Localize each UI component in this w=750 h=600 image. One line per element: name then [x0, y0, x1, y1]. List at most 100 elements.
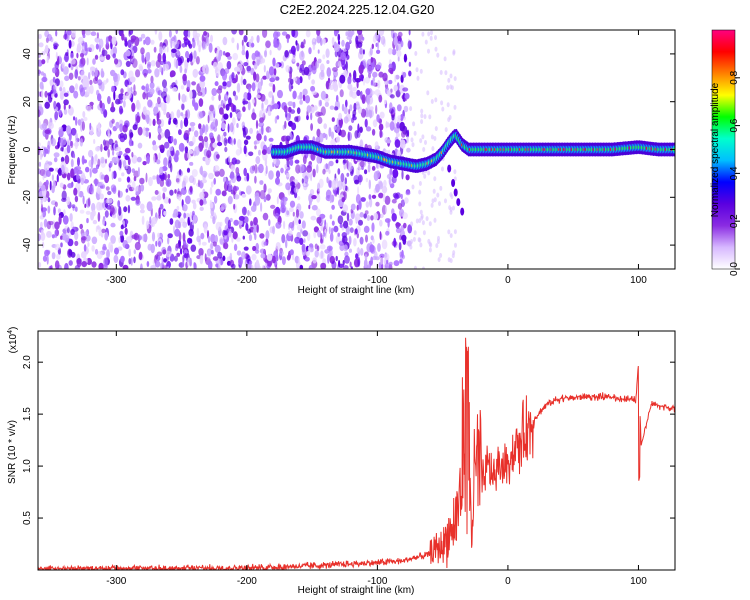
- spectrogram-cell: [128, 30, 134, 35]
- spectrogram-cell: [180, 112, 184, 117]
- spectrogram-cell: [117, 177, 122, 182]
- spectrogram-cell: [304, 95, 311, 104]
- spectrogram-cell: [124, 155, 130, 161]
- spectrogram-cell: [167, 236, 170, 245]
- spectrogram-cell: [304, 175, 309, 184]
- spectrogram-cell: [357, 186, 360, 195]
- spectrogram-cell: [273, 157, 277, 165]
- spectrogram-cell: [188, 53, 193, 62]
- spectrogram-cell: [355, 253, 359, 260]
- spectrogram-cell: [158, 144, 165, 149]
- spectrogram-cell: [104, 231, 109, 241]
- spectrogram-cell: [388, 176, 391, 186]
- snr-x-label: Height of straight line (km): [298, 585, 415, 596]
- spectrogram-y-tick-label: 20: [22, 96, 33, 108]
- spectrogram-cell: [281, 256, 286, 266]
- colorbar-tick-label: 0.2: [729, 214, 740, 228]
- spectrogram-cell: [63, 108, 68, 115]
- spectrogram-cell: [243, 35, 248, 43]
- spectrogram-cell: [232, 117, 236, 126]
- spectrogram-cell: [160, 102, 166, 111]
- spectrogram-cell: [283, 105, 288, 113]
- spectrogram-cell: [368, 194, 372, 200]
- spectrogram-cell: [56, 253, 61, 260]
- spectrogram-cell: [342, 182, 346, 191]
- spectrogram-cell: [335, 255, 338, 262]
- spectrogram-cell: [422, 230, 426, 236]
- spectrogram-cell: [410, 221, 414, 227]
- spectrogram-cell: [365, 234, 368, 243]
- spectrogram-cell: [125, 60, 131, 67]
- spectrogram-cell: [178, 243, 182, 249]
- spectrogram-cell: [96, 186, 100, 194]
- snr-scale-note: (x104): [7, 327, 19, 354]
- spectrogram-cell: [243, 145, 247, 155]
- spectrogram-cell: [134, 36, 140, 47]
- spectrogram-x-tick-label: 100: [630, 275, 647, 286]
- spectrogram-cell: [241, 193, 247, 198]
- spectrogram-cell: [185, 110, 188, 119]
- spectrogram-cell: [197, 91, 203, 97]
- spectrogram-cell: [145, 220, 150, 230]
- spectrogram-cell: [132, 124, 138, 131]
- spectrogram-cell: [390, 88, 393, 93]
- spectrogram-cell: [105, 36, 109, 46]
- spectrogram-cell: [164, 171, 168, 181]
- spectrogram-cell: [78, 190, 84, 198]
- spectrogram-cell: [235, 149, 241, 156]
- spectrogram-cell: [256, 265, 262, 269]
- spectrogram-cell: [113, 90, 116, 101]
- spectrogram-cell: [276, 115, 280, 120]
- spectrogram-cell: [384, 195, 391, 205]
- spectrogram-cell: [106, 78, 109, 83]
- spectrogram-cell: [99, 100, 103, 109]
- spectrogram-cell: [347, 83, 353, 90]
- spectrogram-cell: [312, 168, 316, 178]
- spectrogram-cell: [192, 202, 197, 210]
- spectrogram-cell: [376, 171, 381, 179]
- spectrogram-cell: [157, 133, 162, 141]
- spectrogram-cell: [57, 109, 63, 116]
- spectrogram-cell: [128, 258, 132, 265]
- spectrogram-cell: [179, 65, 183, 74]
- spectrogram-cell: [433, 136, 437, 141]
- spectrogram-cell: [173, 255, 178, 262]
- spectrogram-cell: [232, 52, 239, 61]
- spectrogram-cell: [317, 116, 323, 124]
- spectrogram-cell: [89, 79, 93, 86]
- spectrogram-cell: [407, 40, 412, 50]
- spectrogram-cell: [348, 218, 353, 226]
- spectrogram-cell: [70, 251, 76, 258]
- spectrogram-cell: [46, 144, 50, 155]
- spectrogram-cell: [99, 56, 106, 61]
- spectrogram-x-tick-label: -100: [367, 275, 387, 286]
- spectrogram-cell: [70, 158, 74, 168]
- spectrogram-cell: [219, 107, 224, 115]
- spectrogram-cell: [449, 258, 453, 264]
- spectrogram-cell: [116, 73, 120, 82]
- spectrogram-cell: [210, 249, 214, 255]
- spectrogram-cell: [314, 250, 319, 258]
- spectrogram-cell: [329, 84, 334, 91]
- spectrogram-cell: [251, 82, 256, 92]
- snr-y-axis: 0.5 1.0 1.5 2.0: [22, 355, 675, 525]
- spectrogram-cell: [393, 260, 400, 267]
- spectrogram-cell: [74, 69, 78, 79]
- spectrogram-cell: [249, 198, 252, 206]
- spectrogram-cell: [303, 66, 310, 76]
- spectrogram-cell: [53, 82, 58, 92]
- spectrogram-cell: [221, 202, 227, 210]
- spectrogram-cell: [285, 65, 291, 73]
- spectrogram-cell: [100, 68, 104, 78]
- spectrogram-cell: [314, 243, 318, 250]
- spectrogram-cell: [360, 108, 367, 118]
- spectrogram-cell: [253, 71, 257, 81]
- spectrogram-cell: [61, 190, 67, 201]
- spectrogram-cell: [78, 63, 84, 68]
- snr-y-tick-label: 1.0: [22, 459, 33, 473]
- spectrogram-cell: [221, 71, 228, 81]
- spectrogram-cell: [211, 95, 215, 101]
- spectrogram-cell: [51, 174, 55, 181]
- spectrogram-cell: [319, 132, 324, 143]
- spectrogram-cell: [138, 251, 143, 261]
